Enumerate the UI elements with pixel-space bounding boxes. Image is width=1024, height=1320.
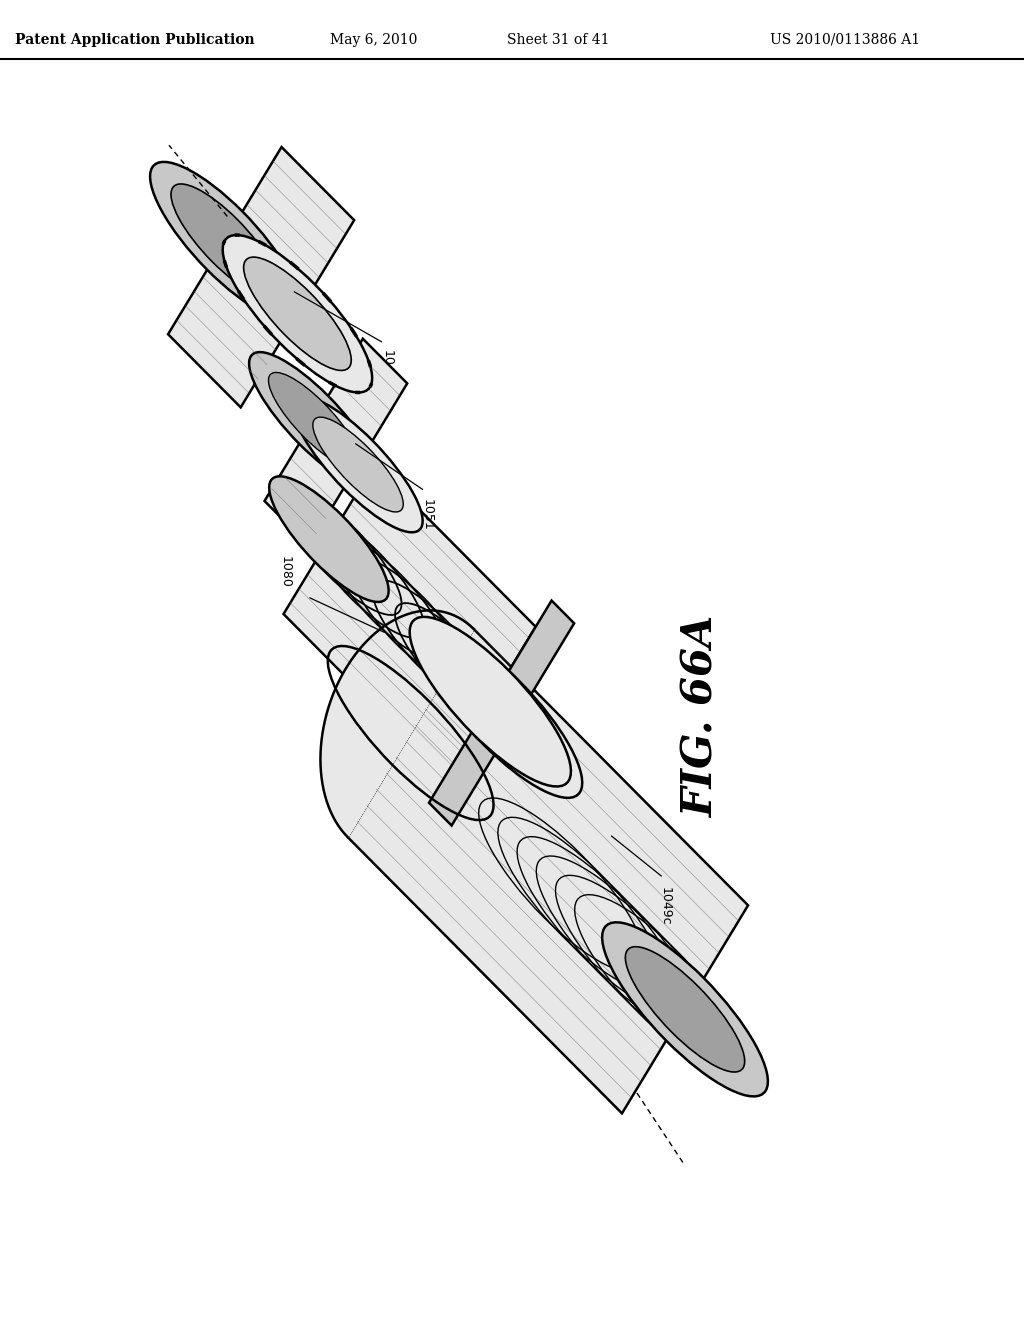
Text: 1049c: 1049c [659, 887, 672, 925]
Ellipse shape [410, 616, 571, 787]
Ellipse shape [249, 352, 378, 487]
Ellipse shape [222, 235, 372, 392]
Polygon shape [168, 147, 354, 408]
Polygon shape [429, 601, 574, 825]
Polygon shape [321, 610, 474, 837]
Text: FIG. 66A: FIG. 66A [680, 614, 723, 817]
Polygon shape [347, 630, 749, 1113]
Ellipse shape [269, 477, 389, 602]
Ellipse shape [268, 372, 358, 467]
Text: 1051: 1051 [421, 499, 433, 531]
Ellipse shape [313, 417, 403, 512]
Ellipse shape [421, 628, 583, 797]
Ellipse shape [294, 397, 423, 532]
Polygon shape [284, 465, 536, 776]
Text: Sheet 31 of 41: Sheet 31 of 41 [507, 33, 609, 46]
Text: May 6, 2010: May 6, 2010 [330, 33, 418, 46]
Text: 1080: 1080 [279, 556, 291, 587]
Text: US 2010/0113886 A1: US 2010/0113886 A1 [770, 33, 920, 46]
Text: 1040c: 1040c [381, 350, 393, 388]
Ellipse shape [244, 257, 351, 371]
Ellipse shape [602, 923, 768, 1097]
Ellipse shape [171, 183, 279, 297]
Ellipse shape [151, 162, 300, 319]
Polygon shape [264, 339, 408, 545]
Ellipse shape [626, 946, 744, 1072]
Text: Patent Application Publication: Patent Application Publication [15, 33, 255, 46]
